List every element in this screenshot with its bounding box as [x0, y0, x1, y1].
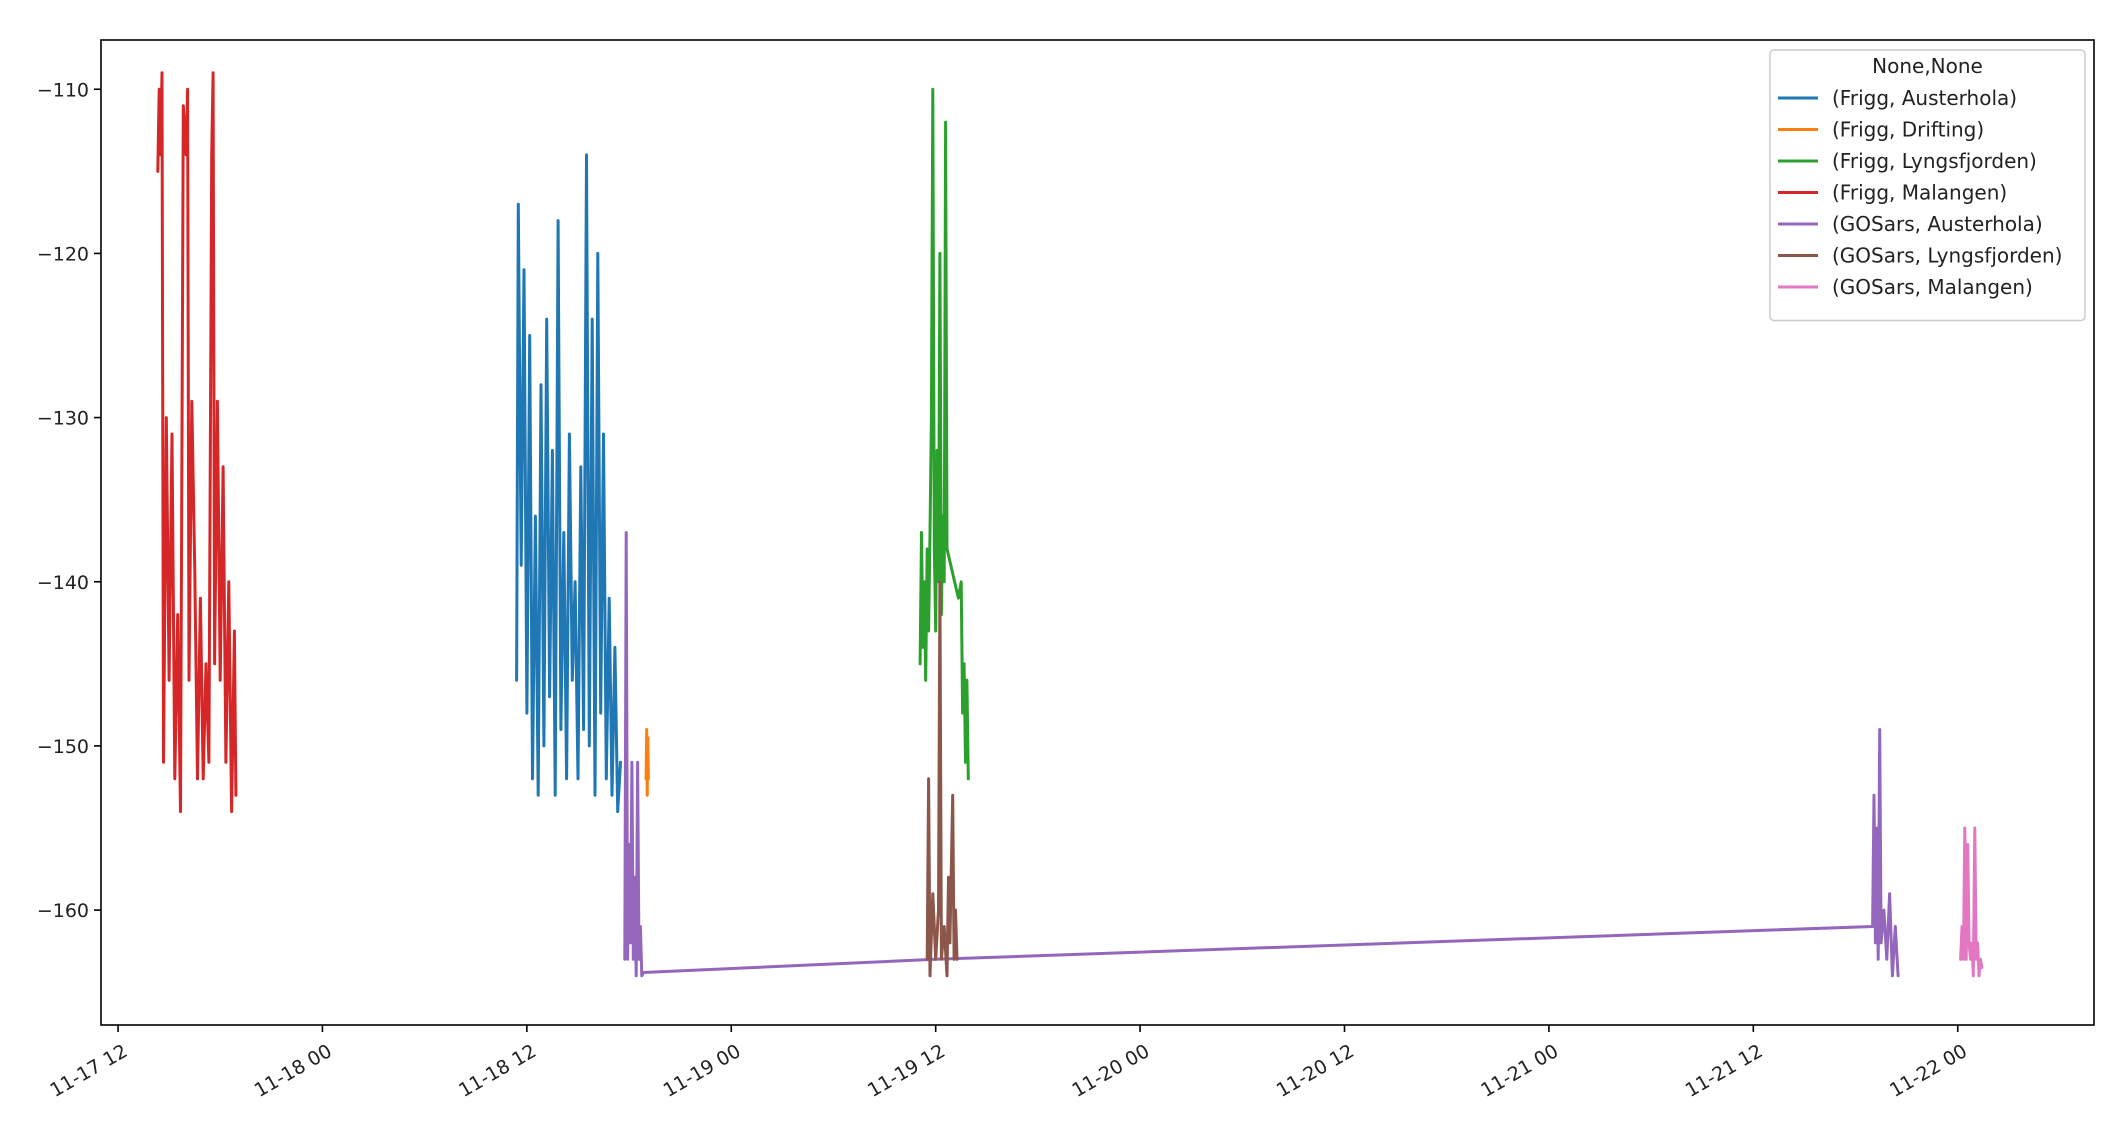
series-line-6 [1959, 826, 1984, 978]
legend: None,None (Frigg, Austerhola) (Frigg, Drif… [1769, 49, 2086, 322]
series-line-3 [156, 71, 238, 814]
y-tick-label: −160 [37, 900, 89, 922]
y-tick-label: −150 [37, 736, 89, 758]
legend-label: (GOSars, Malangen) [1832, 275, 2033, 299]
y-tick-label: −140 [37, 572, 89, 594]
legend-box [1769, 49, 2086, 322]
y-tick-label: −120 [37, 243, 89, 265]
legend-label: (GOSars, Lyngsfjorden) [1832, 244, 2062, 268]
series-line-5 [925, 580, 959, 978]
y-tick-label: −110 [37, 79, 89, 101]
legend-label: (GOSars, Austerhola) [1832, 212, 2043, 236]
series-layer [156, 71, 1984, 978]
legend-label: (Frigg, Malangen) [1832, 181, 2007, 205]
y-axis: −110 −120 −130 −140 −150 −160 [37, 79, 101, 922]
y-tick-label: −130 [37, 408, 89, 430]
series-line-0 [515, 153, 622, 814]
legend-label: (Frigg, Drifting) [1832, 118, 1984, 142]
legend-label: (Frigg, Austerhola) [1832, 86, 2017, 110]
legend-label: (Frigg, Lyngsfjorden) [1832, 149, 2037, 173]
series-line-4 [623, 531, 1900, 978]
plot-frame [100, 39, 2095, 1026]
series-line-1 [644, 728, 650, 797]
legend-title: None,None [1872, 54, 1983, 78]
